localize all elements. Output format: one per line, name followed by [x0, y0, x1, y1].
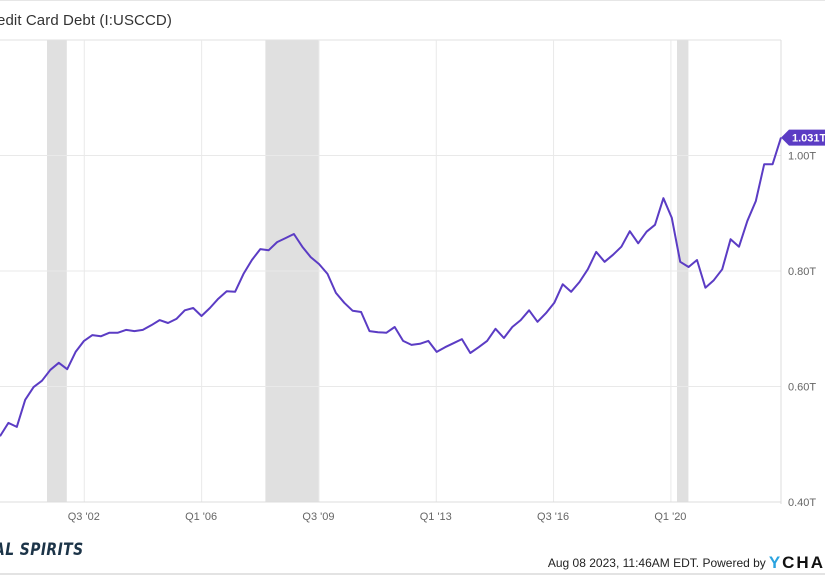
x-tick-label: Q3 '16	[537, 511, 569, 523]
y-tick-label: 0.40T	[788, 497, 816, 509]
x-tick-label: Q3 '09	[302, 511, 334, 523]
y-tick-label: 0.80T	[788, 266, 816, 278]
y-tick-label: 1.00T	[788, 151, 816, 163]
x-tick-label: Q1 '13	[420, 511, 452, 523]
y-tick-label: 0.60T	[788, 382, 816, 394]
brand-logo-left: AL SPIRITS	[0, 540, 84, 560]
chart-title: edit Card Debt (I:USCCD)	[0, 12, 172, 29]
x-tick-label: Q1 '06	[185, 511, 217, 523]
timestamp: Aug 08 2023, 11:46AM EDT.	[547, 556, 700, 570]
x-tick-label: Q1 '20	[654, 511, 686, 523]
line-chart: Q3 '02 Q1 '06 Q3 '09 Q1 '13 Q3 '16 Q1 '20 0.4…	[0, 39, 825, 523]
x-tick-label: Q3 '02	[68, 511, 100, 523]
gridlines	[0, 39, 782, 504]
y-axis-labels: 0.40T 0.60T 0.80T 1.00T	[788, 151, 816, 510]
bottom-divider	[0, 573, 825, 575]
top-divider	[0, 0, 825, 1]
last-value-label: 1.031T	[781, 129, 825, 146]
footer-attribution: Aug 08 2023, 11:46AM EDT. Powered by YCH…	[548, 553, 825, 573]
last-value-text: 1.031T	[792, 133, 825, 145]
powered-by-text: Powered by	[702, 556, 766, 570]
ycharts-logo[interactable]: YCHA	[768, 553, 825, 572]
series-line	[0, 137, 782, 437]
x-axis-labels: Q3 '02 Q1 '06 Q3 '09 Q1 '13 Q3 '16 Q1 '20	[68, 511, 687, 523]
